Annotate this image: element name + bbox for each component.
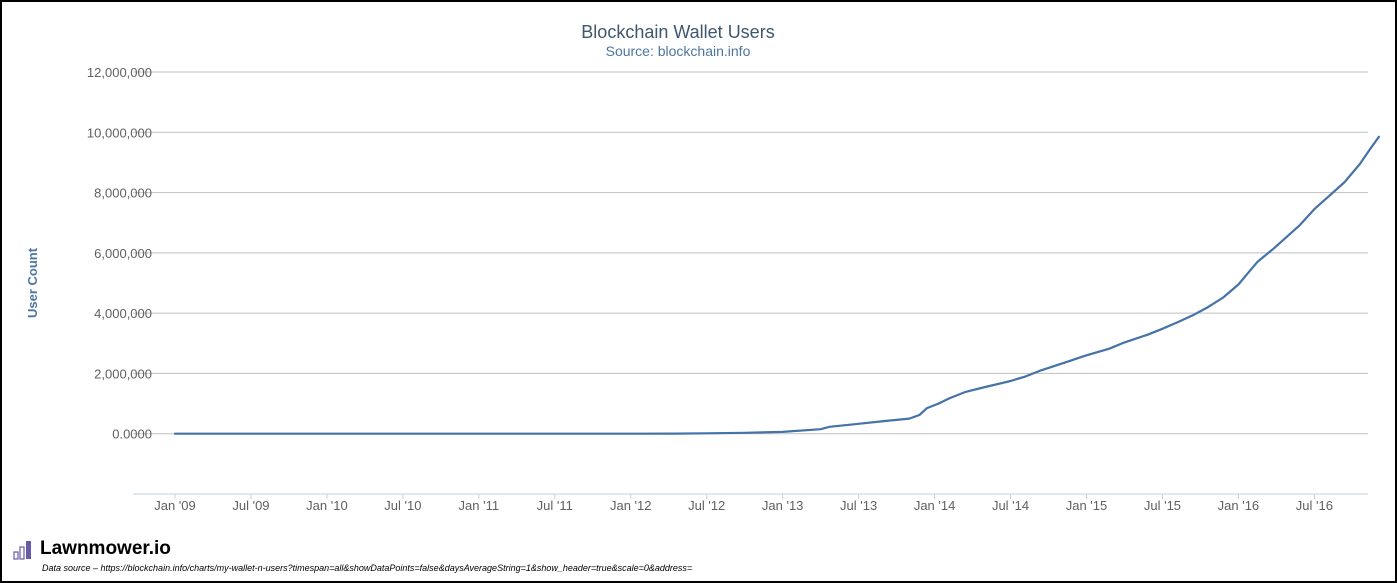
source-note: Data source – https://blockchain.info/ch…: [42, 563, 693, 573]
x-tick-label: Jan '14: [914, 498, 956, 513]
y-tick-label: 0.0000: [112, 427, 152, 442]
x-tick-label: Jul '11: [537, 498, 573, 513]
x-tick-label: Jul '09: [232, 498, 269, 513]
y-tick-label: 6,000,000: [94, 246, 152, 261]
y-tick-label: 12,000,000: [87, 65, 152, 80]
x-tick-label: Jan '13: [762, 498, 804, 513]
x-tick-label: Jul '15: [1144, 498, 1181, 513]
x-tick-label: Jan '12: [610, 498, 652, 513]
x-tick-label: Jul '12: [688, 498, 725, 513]
chart-subtitle: Source: blockchain.info: [606, 43, 751, 59]
x-tick-label: Jul '16: [1296, 498, 1333, 513]
y-tick-label: 4,000,000: [94, 306, 152, 321]
x-tick-label: Jul '14: [992, 498, 1029, 513]
y-tick-label: 8,000,000: [94, 186, 152, 201]
series-line-0: [173, 135, 1380, 435]
y-axis-label: User Count: [25, 247, 40, 318]
bar-chart-icon: [13, 541, 31, 560]
y-tick-label: 2,000,000: [94, 366, 152, 381]
x-tick-label: Jul '13: [840, 498, 877, 513]
x-tick-label: Jan '11: [459, 498, 500, 513]
x-tick-label: Jan '10: [306, 498, 348, 513]
brand-name: Lawnmower.io: [40, 538, 171, 559]
x-tick-label: Jan '16: [1218, 498, 1260, 513]
chart-title: Blockchain Wallet Users: [581, 22, 774, 42]
x-tick-label: Jan '09: [154, 498, 196, 513]
brand-logo: Lawnmower.io: [12, 538, 171, 560]
x-tick-label: Jan '15: [1066, 498, 1108, 513]
x-tick-label: Jul '10: [384, 498, 421, 513]
y-tick-label: 10,000,000: [87, 125, 152, 140]
